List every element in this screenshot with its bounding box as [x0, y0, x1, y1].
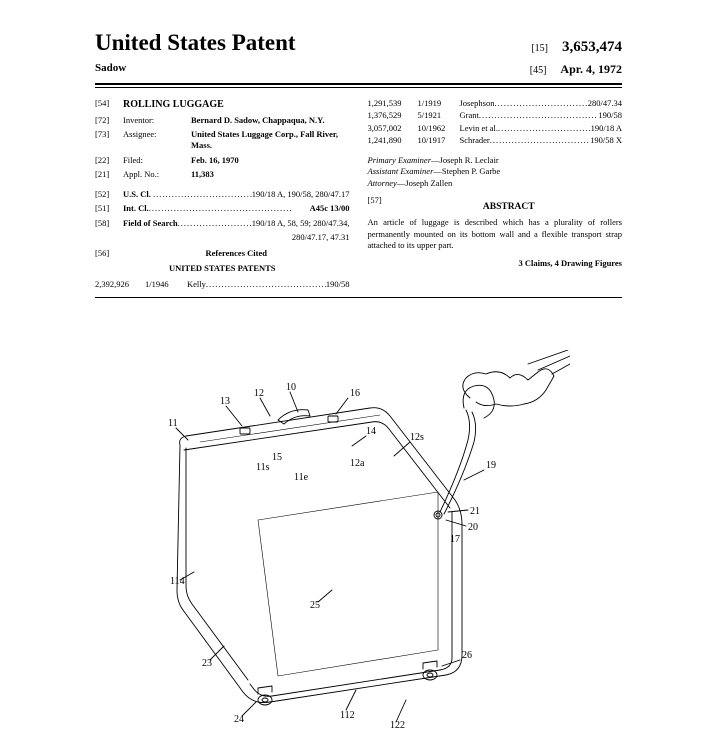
svg-text:11e: 11e	[294, 472, 309, 483]
assignee-label: Assignee:	[123, 129, 191, 152]
svg-text:19: 19	[486, 460, 496, 471]
inventor-label: Inventor:	[123, 115, 191, 126]
dots: ........................................…	[149, 203, 310, 214]
code-54: [54]	[95, 98, 123, 112]
dots: ........................................…	[153, 189, 252, 200]
code-52: [52]	[95, 189, 123, 200]
attorney: Attorney—Joseph Zallen	[368, 178, 623, 189]
svg-text:14: 14	[366, 426, 376, 437]
appl-label: Appl. No.:	[123, 169, 191, 180]
svg-text:23: 23	[202, 658, 212, 669]
code-22: [22]	[95, 155, 123, 166]
header: United States Patent [15] 3,653,474	[0, 0, 702, 62]
fos-value: 190/18 A, 58, 59; 280/47.34,	[252, 218, 350, 229]
ref-row-3: 1,376,529 5/1921 Grant .................…	[368, 110, 623, 121]
dots: ........................................…	[178, 218, 252, 229]
svg-text:13: 13	[220, 396, 230, 407]
intcl-value: A45c 13/00	[310, 203, 350, 214]
svg-text:122: 122	[390, 720, 405, 730]
svg-text:11: 11	[168, 418, 178, 429]
filed-label: Filed:	[123, 155, 191, 166]
refs-label: References Cited	[123, 248, 350, 259]
svg-text:15: 15	[272, 452, 282, 463]
primary-examiner: Primary Examiner—Joseph R. Leclair	[368, 155, 623, 166]
assignee-value: United States Luggage Corp., Fall River,…	[191, 129, 350, 152]
rule-mid	[95, 297, 622, 298]
svg-text:24: 24	[234, 714, 244, 725]
svg-text:26: 26	[462, 650, 472, 661]
intcl-label: Int. Cl.	[123, 203, 149, 214]
code-56: [56]	[95, 248, 123, 259]
fos-label: Field of Search	[123, 218, 178, 229]
svg-text:11s: 11s	[256, 462, 270, 473]
patent-date: Apr. 4, 1972	[560, 62, 622, 77]
luggage-drawing: 10 11 13 12 15 16 14 12s 12a 11e 11s 19 …	[150, 350, 570, 730]
patent-page: United States Patent [15] 3,653,474 Sado…	[0, 0, 702, 753]
filed-value: Feb. 16, 1970	[191, 155, 350, 166]
ref-row-4: 3,057,002 10/1962 Levin et al. .........…	[368, 123, 623, 134]
abstract-head: ABSTRACT	[396, 201, 623, 214]
svg-text:20: 20	[468, 522, 478, 533]
svg-text:17: 17	[450, 534, 460, 545]
svg-text:12: 12	[254, 388, 264, 399]
code-73: [73]	[95, 129, 123, 152]
svg-text:21: 21	[470, 506, 480, 517]
rule-top-thick	[95, 83, 622, 85]
inventor-value: Bernard D. Sadow, Chappaqua, N.Y.	[191, 115, 350, 126]
assistant-examiner: Assistant Examiner—Stephen P. Garbe	[368, 166, 623, 177]
ref-row-1: 2,392,926 1/1946 Kelly .................…	[95, 279, 350, 290]
code-15: [15]	[531, 43, 548, 54]
svg-text:25: 25	[310, 600, 320, 611]
right-column: 1,291,539 1/1919 Josephson .............…	[368, 98, 623, 291]
patent-title-main: United States Patent	[95, 30, 296, 56]
svg-text:114: 114	[170, 576, 185, 587]
patent-number: 3,653,474	[562, 39, 622, 56]
code-72: [72]	[95, 115, 123, 126]
appl-value: 11,383	[191, 169, 350, 180]
ref-row-5: 1,241,890 10/1917 Schrader .............…	[368, 135, 623, 146]
uscl-value: 190/18 A, 190/58, 280/47.17	[252, 189, 350, 200]
svg-text:16: 16	[350, 388, 360, 399]
left-column: [54] ROLLING LUGGAGE [72] Inventor: Bern…	[95, 98, 350, 291]
inventor-surname: Sadow	[95, 62, 126, 77]
code-21: [21]	[95, 169, 123, 180]
usp-head: UNITED STATES PATENTS	[95, 263, 350, 274]
subheader: Sadow [45] Apr. 4, 1972	[0, 62, 702, 81]
biblio-columns: [54] ROLLING LUGGAGE [72] Inventor: Bern…	[0, 88, 702, 291]
header-right: [15] 3,653,474	[531, 39, 622, 56]
code-58: [58]	[95, 218, 123, 229]
invention-title: ROLLING LUGGAGE	[123, 98, 224, 112]
svg-text:12a: 12a	[350, 458, 365, 469]
svg-text:112: 112	[340, 710, 355, 721]
abstract-text: An article of luggage is described which…	[368, 217, 623, 251]
svg-text:10: 10	[286, 382, 296, 393]
code-51: [51]	[95, 203, 123, 214]
patent-figure: 10 11 13 12 15 16 14 12s 12a 11e 11s 19 …	[150, 350, 570, 730]
fos-value-2: 280/47.17, 47.31	[95, 232, 350, 243]
svg-text:12s: 12s	[410, 432, 424, 443]
code-57: [57]	[368, 195, 396, 217]
ref-row-2: 1,291,539 1/1919 Josephson .............…	[368, 98, 623, 109]
code-45: [45]	[530, 65, 547, 76]
uscl-label: U.S. Cl.	[123, 189, 153, 200]
claims-line: 3 Claims, 4 Drawing Figures	[368, 258, 623, 269]
